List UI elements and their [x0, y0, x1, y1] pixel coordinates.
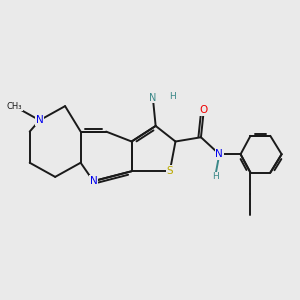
- Text: N: N: [149, 93, 157, 103]
- Text: H: H: [169, 92, 176, 101]
- Text: N: N: [36, 115, 43, 125]
- Text: CH₃: CH₃: [6, 102, 22, 111]
- Text: H: H: [212, 172, 218, 182]
- Text: N: N: [215, 149, 223, 159]
- Text: N: N: [89, 176, 97, 186]
- Text: O: O: [200, 105, 208, 116]
- Text: S: S: [167, 166, 173, 176]
